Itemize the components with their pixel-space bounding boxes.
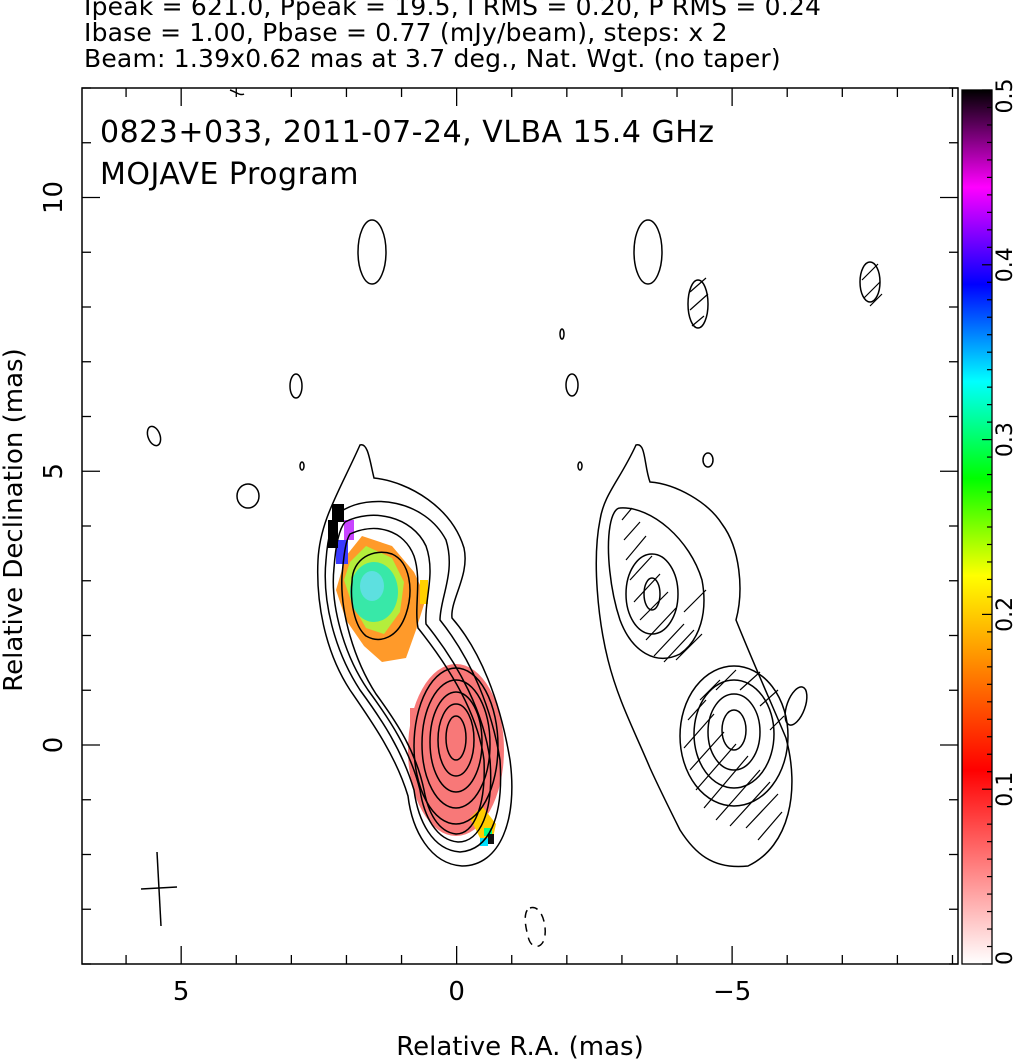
y-tick-labels: 0 5 10	[39, 181, 69, 753]
colorbar-tick-label: 0.2	[993, 597, 1018, 632]
y-axis-label: Relative Declination (mas)	[0, 348, 29, 691]
noise-island	[357, 219, 387, 285]
beam-cross	[140, 851, 178, 927]
colorbar-tick-label: 0	[993, 951, 1018, 965]
x-axis-label: Relative R.A. (mas)	[396, 1032, 643, 1060]
left-intensity-contours	[146, 89, 546, 948]
noise-island	[577, 461, 583, 471]
colorbar-ticks	[982, 89, 992, 965]
noise-island	[236, 483, 260, 509]
noise-island	[565, 373, 579, 397]
axis-ticks	[82, 87, 958, 965]
noise-island	[702, 452, 714, 468]
colorbar-tick-label: 0.5	[993, 79, 1018, 114]
contour-pol-core-4	[721, 709, 747, 751]
evpa-vector-hatching	[621, 263, 883, 841]
noise-island	[687, 279, 709, 329]
chart-title: 0823+033, 2011-07-24, VLBA 15.4 GHz	[100, 115, 715, 150]
contour-jet-inner	[350, 551, 411, 641]
polarization-fraction-patches	[328, 504, 504, 846]
chart-subtitle: MOJAVE Program	[100, 157, 359, 192]
contour-core-1	[413, 667, 499, 825]
header-base-steps-line: Ibase = 1.00, Pbase = 0.77 (mJy/beam), s…	[84, 18, 728, 47]
y-tick-label: 0	[39, 737, 69, 754]
contour-level-3	[332, 514, 492, 843]
noise-island	[633, 219, 663, 285]
right-polarized-intensity-contours	[559, 219, 881, 868]
colorbar-tick-label: 0.3	[993, 422, 1018, 457]
colorbar-tick-label: 0.4	[993, 247, 1018, 282]
colorbar-tick-label: 0.1	[993, 772, 1018, 807]
y-tick-label: 5	[39, 463, 69, 480]
plot-frame	[81, 87, 959, 965]
contour-core-4	[437, 703, 475, 777]
x-tick-label: −5	[713, 977, 751, 1007]
negative-contour	[524, 906, 546, 948]
noise-island	[784, 686, 808, 726]
contour-core-3	[429, 691, 483, 793]
noise-island	[559, 328, 565, 340]
x-tick-labels: 5 0 −5	[173, 977, 751, 1007]
contour-core-2	[421, 679, 491, 809]
contour-pol-core-1	[679, 665, 789, 807]
contour-level-2	[324, 500, 502, 853]
noise-island	[299, 461, 305, 471]
noise-island	[146, 425, 162, 447]
edge-noise-fragment	[229, 89, 245, 96]
y-tick-label: 10	[39, 181, 69, 214]
contour-pol-core-2	[693, 679, 775, 789]
noise-island	[289, 373, 303, 399]
header-peak-rms-line: Ipeak = 621.0, Ppeak = 19.5, I RMS = 0.2…	[84, 0, 822, 21]
map-header: Ipeak = 621.0, Ppeak = 19.5, I RMS = 0.2…	[84, 0, 1014, 72]
contour-level-4	[341, 527, 485, 835]
header-beam-line: Beam: 1.39x0.62 mas at 3.7 deg., Nat. Wg…	[84, 44, 781, 73]
contour-pol-core-3	[707, 693, 761, 771]
noise-island	[859, 261, 881, 303]
jet-polarization-patch	[328, 504, 428, 662]
contour-outer	[316, 444, 513, 867]
contour-pol-outer	[595, 444, 793, 868]
contour-pol-upper-1	[607, 507, 705, 659]
x-tick-label: 5	[173, 977, 190, 1007]
contour-pol-upper-3	[643, 577, 661, 611]
x-tick-label: 0	[448, 977, 465, 1007]
colorbar-tick-labels: 0 0.1 0.2 0.3 0.4 0.5	[993, 79, 1018, 966]
contour-core-5	[445, 715, 467, 761]
contour-pol-upper-2	[625, 553, 679, 635]
